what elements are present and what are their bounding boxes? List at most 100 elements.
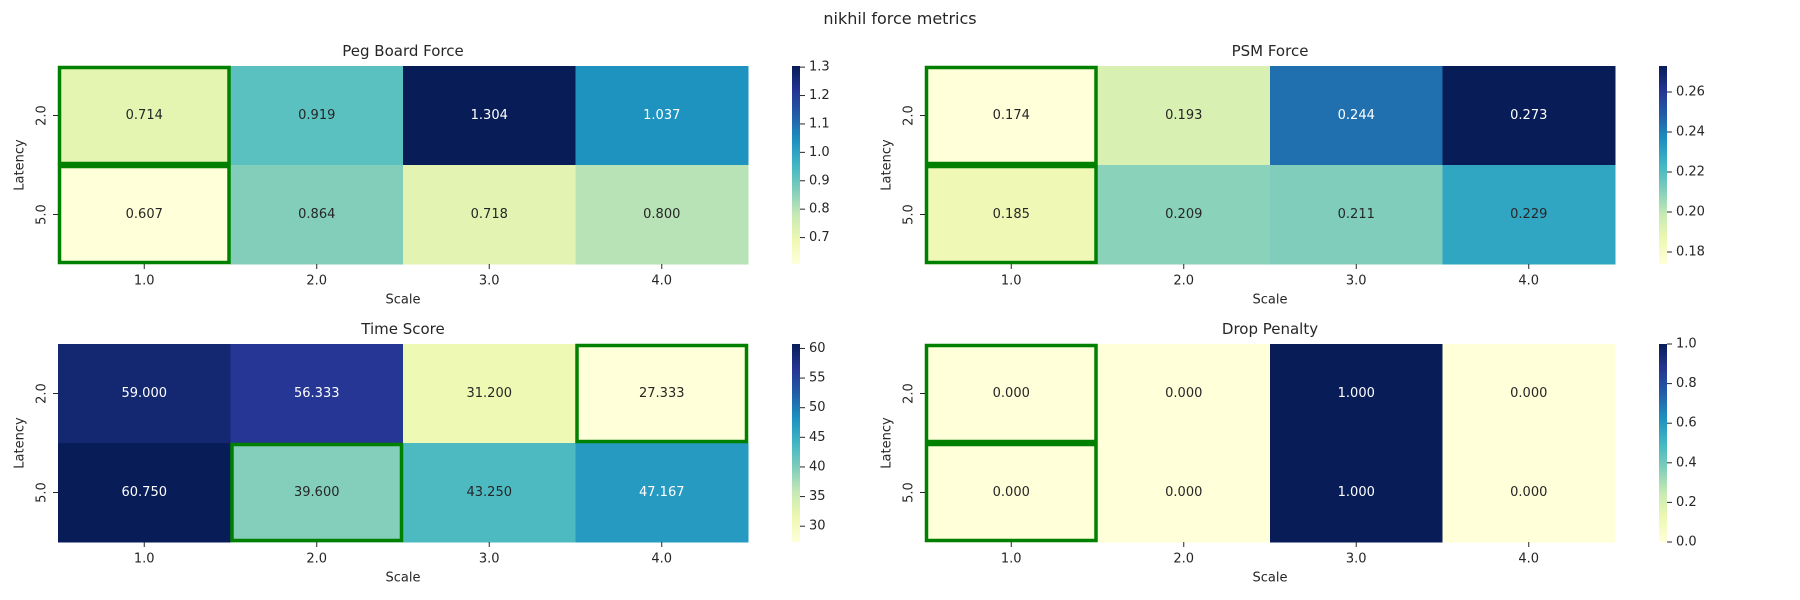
heatmap-cell xyxy=(403,165,576,265)
colorbar-tick-label: 0.22 xyxy=(1676,165,1705,180)
colorbar xyxy=(1659,344,1667,542)
heatmap-cell xyxy=(403,344,576,444)
colorbar-tick-label: 50 xyxy=(809,400,826,415)
x-tick-label: 3.0 xyxy=(1346,274,1367,289)
colorbar xyxy=(792,66,800,264)
heatmap-cell xyxy=(575,443,749,543)
colorbar-tick-label: 0.9 xyxy=(809,173,830,188)
panel-title: PSM Force xyxy=(1232,42,1309,60)
colorbar-tick-label: 0.24 xyxy=(1676,125,1705,140)
x-tick-label: 2.0 xyxy=(1173,552,1194,567)
heatmap-cell xyxy=(230,66,404,166)
highlight-box xyxy=(57,65,231,166)
cell-label: 0.000 xyxy=(1510,485,1547,500)
colorbar-tick-label: 0.18 xyxy=(1676,245,1705,260)
x-axis-label: Scale xyxy=(386,571,421,586)
x-tick-label: 4.0 xyxy=(1518,274,1539,289)
cell-label: 0.000 xyxy=(1510,386,1547,401)
cell-label: 0.714 xyxy=(126,108,163,123)
x-tick-label: 4.0 xyxy=(1518,552,1539,567)
heatmap-cell xyxy=(575,165,749,265)
cell-label: 0.193 xyxy=(1165,108,1202,123)
heatmap-cell xyxy=(1442,165,1616,265)
highlight-box xyxy=(57,164,231,265)
colorbar-tick-label: 0.6 xyxy=(1676,416,1697,431)
colorbar-tick-label: 55 xyxy=(809,371,826,386)
x-tick-label: 4.0 xyxy=(651,552,672,567)
colorbar-tick-label: 40 xyxy=(809,459,826,474)
heatmap-cell xyxy=(1270,66,1443,166)
cell-label: 1.000 xyxy=(1338,386,1375,401)
colorbar xyxy=(1659,66,1667,264)
colorbar-tick-label: 35 xyxy=(809,489,826,504)
panel-title: Time Score xyxy=(360,320,445,338)
cell-label: 0.229 xyxy=(1510,207,1547,222)
colorbar xyxy=(792,344,800,542)
cell-label: 0.000 xyxy=(1165,485,1202,500)
heatmap-cell xyxy=(58,66,231,166)
y-axis-label: Latency xyxy=(880,417,895,469)
cell-label: 59.000 xyxy=(122,386,168,401)
y-tick-label: 5.0 xyxy=(902,204,917,225)
heatmap-cell xyxy=(575,66,749,166)
heatmap-cell xyxy=(403,66,576,166)
cell-label: 0.864 xyxy=(298,207,335,222)
cell-label: 0.000 xyxy=(993,386,1030,401)
y-tick-label: 5.0 xyxy=(902,482,917,503)
y-tick-label: 2.0 xyxy=(902,383,917,404)
heatmap-cell xyxy=(1097,165,1271,265)
heatmap-cell xyxy=(1442,66,1616,166)
panel-title: Drop Penalty xyxy=(1222,320,1318,338)
y-tick-label: 5.0 xyxy=(35,204,50,225)
heatmap-cell xyxy=(1442,344,1616,444)
cell-label: 43.250 xyxy=(467,485,513,500)
x-axis-label: Scale xyxy=(1253,571,1288,586)
heatmap-cell xyxy=(230,165,404,265)
heatmap-panel: Time Score 59.000 56.333 31.200 27.333 60.750… xyxy=(13,320,826,586)
x-tick-label: 3.0 xyxy=(479,274,500,289)
heatmap-cell xyxy=(230,443,404,543)
heatmap-cell xyxy=(1442,443,1616,543)
x-tick-label: 3.0 xyxy=(1346,552,1367,567)
heatmap-cell xyxy=(925,344,1098,444)
cell-label: 0.919 xyxy=(298,108,335,123)
highlight-box xyxy=(230,442,404,543)
y-tick-label: 5.0 xyxy=(35,482,50,503)
y-tick-label: 2.0 xyxy=(35,105,50,126)
y-axis-label: Latency xyxy=(880,139,895,191)
colorbar-tick-label: 45 xyxy=(809,430,826,445)
colorbar-tick-label: 1.0 xyxy=(809,145,830,160)
cell-label: 0.211 xyxy=(1338,207,1375,222)
heatmap-cell xyxy=(575,344,749,444)
x-tick-label: 1.0 xyxy=(1001,552,1022,567)
heatmap-cell xyxy=(925,66,1098,166)
cell-label: 31.200 xyxy=(467,386,513,401)
colorbar-tick-label: 1.2 xyxy=(809,88,830,103)
colorbar-tick-label: 0.8 xyxy=(809,202,830,217)
y-tick-label: 2.0 xyxy=(902,105,917,126)
highlight-box xyxy=(924,164,1098,265)
heatmap-cell xyxy=(925,165,1098,265)
heatmap-cell xyxy=(1097,443,1271,543)
x-tick-label: 1.0 xyxy=(134,274,155,289)
x-tick-label: 1.0 xyxy=(134,552,155,567)
cell-label: 1.304 xyxy=(471,108,508,123)
heatmap-cell xyxy=(403,443,576,543)
heatmap-cell xyxy=(925,443,1098,543)
heatmap-panel: Peg Board Force 0.714 0.919 1.304 1.037 0.607… xyxy=(13,42,830,308)
cell-label: 0.273 xyxy=(1510,108,1547,123)
cell-label: 39.600 xyxy=(294,485,340,500)
x-tick-label: 2.0 xyxy=(1173,274,1194,289)
heatmap-cell xyxy=(230,344,404,444)
y-tick-label: 2.0 xyxy=(35,383,50,404)
colorbar-tick-label: 60 xyxy=(809,341,826,356)
heatmap-cell xyxy=(1270,344,1443,444)
cell-label: 0.607 xyxy=(126,207,163,222)
x-axis-label: Scale xyxy=(1253,293,1288,308)
heatmap-panel: Drop Penalty 0.000 0.000 1.000 0.000 0.000 0.0… xyxy=(880,320,1697,586)
colorbar-tick-label: 0.2 xyxy=(1676,495,1697,510)
colorbar-tick-label: 1.1 xyxy=(809,116,830,131)
y-axis-label: Latency xyxy=(13,417,28,469)
